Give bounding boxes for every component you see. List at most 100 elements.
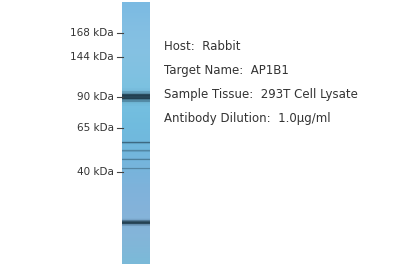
Bar <box>122 150 150 151</box>
Bar <box>122 167 150 168</box>
Bar <box>122 96 150 97</box>
Bar <box>122 160 150 161</box>
Bar <box>122 101 150 102</box>
Bar <box>122 220 150 221</box>
Bar <box>122 225 150 226</box>
Bar <box>122 161 150 162</box>
Text: Host:  Rabbit: Host: Rabbit <box>164 40 240 53</box>
Bar <box>122 157 150 158</box>
Bar <box>122 85 150 86</box>
Bar <box>122 217 150 218</box>
Bar <box>122 170 150 171</box>
Bar <box>122 217 150 218</box>
Bar <box>122 148 150 149</box>
Bar <box>122 107 150 108</box>
Bar <box>122 87 150 88</box>
Bar <box>122 143 150 144</box>
Bar <box>122 143 150 144</box>
Bar <box>122 226 150 227</box>
Bar <box>122 108 150 109</box>
Bar <box>122 145 150 146</box>
Bar <box>122 168 150 169</box>
Bar <box>122 144 150 145</box>
Bar <box>122 141 150 142</box>
Bar <box>122 142 150 143</box>
Bar <box>122 221 150 222</box>
Bar <box>122 225 150 226</box>
Bar <box>122 169 150 170</box>
Bar <box>122 222 150 223</box>
Bar <box>122 170 150 171</box>
Bar <box>122 158 150 159</box>
Bar <box>122 94 150 95</box>
Bar <box>122 158 150 159</box>
Text: Target Name:  AP1B1: Target Name: AP1B1 <box>164 64 289 77</box>
Bar <box>122 89 150 90</box>
Bar <box>122 221 150 222</box>
Bar <box>122 218 150 219</box>
Bar <box>122 159 150 160</box>
Bar <box>122 150 150 151</box>
Bar <box>122 141 150 142</box>
Text: 65 kDa: 65 kDa <box>77 123 114 133</box>
Bar <box>122 148 150 149</box>
Bar <box>122 144 150 145</box>
Bar <box>122 169 150 170</box>
Bar <box>122 222 150 223</box>
Bar <box>122 168 150 169</box>
Bar <box>122 224 150 225</box>
Text: Antibody Dilution:  1.0μg/ml: Antibody Dilution: 1.0μg/ml <box>164 112 331 125</box>
Bar <box>122 167 150 168</box>
Bar <box>122 218 150 219</box>
Bar <box>122 93 150 94</box>
Bar <box>122 151 150 152</box>
Bar <box>122 148 150 149</box>
Bar <box>122 106 150 107</box>
Bar <box>122 161 150 162</box>
Bar <box>122 157 150 158</box>
Bar <box>122 149 150 150</box>
Bar <box>122 101 150 103</box>
Bar <box>122 216 150 217</box>
Bar <box>122 160 150 161</box>
Bar <box>122 97 150 99</box>
Bar <box>122 92 150 93</box>
Bar <box>122 160 150 161</box>
Bar <box>122 91 150 92</box>
Bar <box>122 91 150 92</box>
Bar <box>122 100 150 101</box>
Bar <box>122 140 150 141</box>
Bar <box>122 151 150 152</box>
Bar <box>122 88 150 89</box>
Text: 40 kDa: 40 kDa <box>77 167 114 177</box>
Bar <box>122 219 150 220</box>
Bar <box>122 152 150 153</box>
Bar <box>122 88 150 89</box>
Bar <box>122 226 150 227</box>
Bar <box>122 152 150 153</box>
Bar <box>122 167 150 168</box>
Bar <box>122 159 150 160</box>
Bar <box>122 161 150 162</box>
Bar <box>122 149 150 150</box>
Bar <box>122 228 150 229</box>
Bar <box>122 98 150 99</box>
Bar <box>122 95 150 96</box>
Bar <box>122 149 150 150</box>
Bar <box>122 159 150 160</box>
Bar <box>122 99 150 100</box>
Text: 144 kDa: 144 kDa <box>70 52 114 62</box>
Bar <box>122 227 150 228</box>
Bar <box>122 169 150 170</box>
Bar <box>122 144 150 145</box>
Bar <box>122 103 150 104</box>
Bar <box>122 86 150 87</box>
Bar <box>122 158 150 159</box>
Bar <box>122 142 150 143</box>
Bar <box>122 105 150 106</box>
Bar <box>122 104 150 105</box>
Bar <box>122 97 150 98</box>
Bar <box>122 151 150 152</box>
Bar <box>122 102 150 103</box>
Text: 90 kDa: 90 kDa <box>77 92 114 103</box>
